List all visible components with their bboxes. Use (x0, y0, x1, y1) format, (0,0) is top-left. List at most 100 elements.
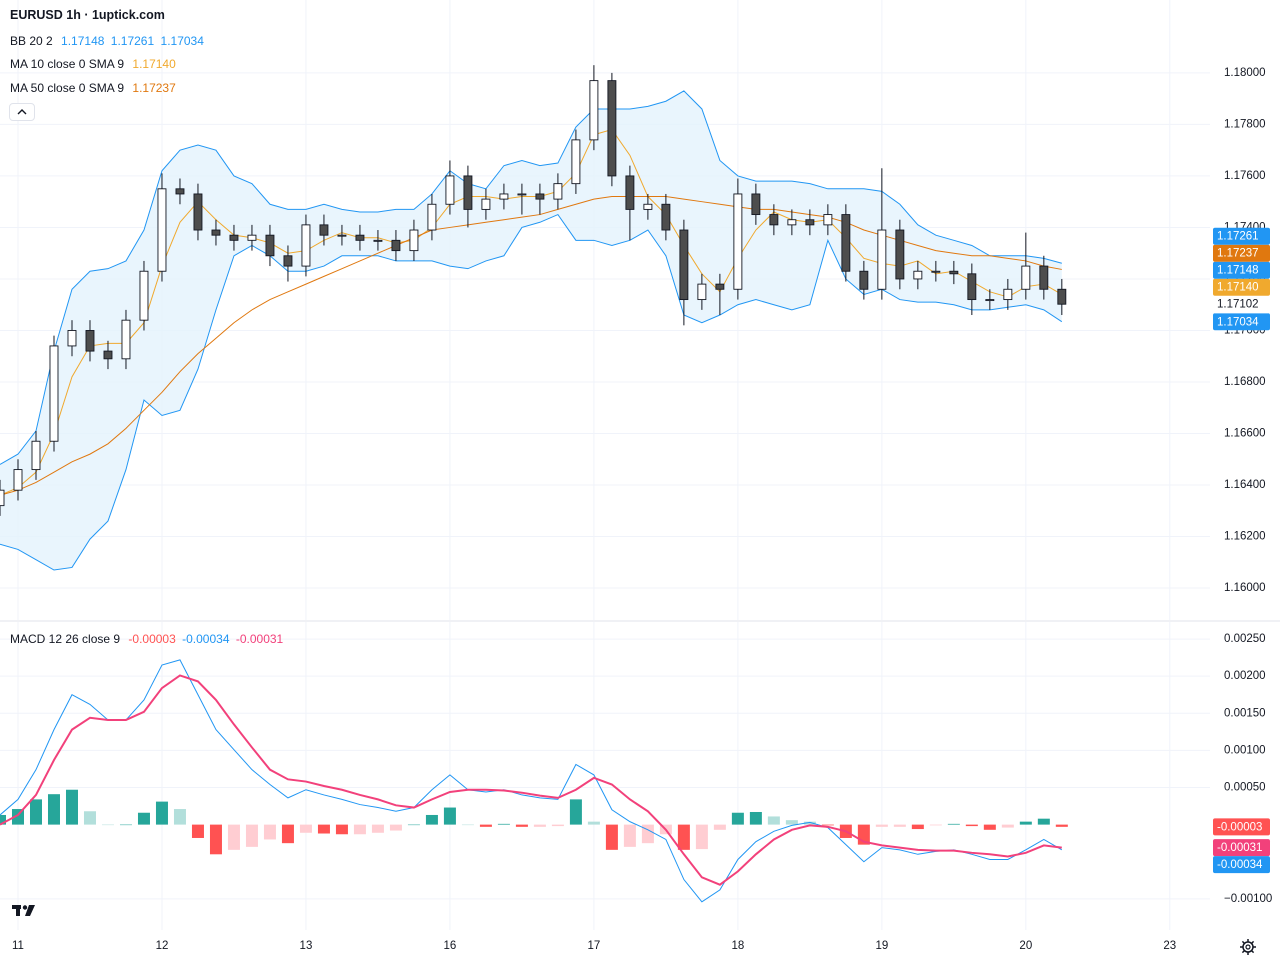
price-badge-label: 1.17148 (1217, 265, 1259, 277)
collapse-legend-button[interactable] (9, 103, 35, 121)
price-badge (1213, 261, 1270, 279)
histogram-bar (1055, 824, 1068, 827)
candle-body (895, 229, 905, 280)
histogram-bar (227, 824, 240, 850)
histogram-bar (425, 814, 438, 825)
candle-body (85, 330, 95, 352)
candle-body (535, 193, 545, 200)
histogram-bar (101, 824, 114, 826)
histogram-bar (0, 814, 6, 825)
y-tick-label: 1.16600 (1224, 428, 1266, 440)
price-badge (1213, 313, 1270, 331)
price-badge-label: 1.17140 (1217, 282, 1259, 294)
histogram-bar (767, 816, 780, 825)
histogram-bar (677, 824, 690, 850)
histogram-bar (155, 801, 168, 825)
price-badge (1213, 839, 1270, 857)
price-badge-label: -0.00034 (1217, 859, 1263, 871)
candle-body (733, 193, 743, 290)
candle-body (265, 234, 275, 257)
candle-body (13, 469, 23, 491)
candle-body (229, 234, 239, 241)
histogram-bar (389, 824, 402, 831)
candle-body (445, 175, 455, 205)
candle-body (103, 350, 113, 360)
y-tick-label: 0.00150 (1224, 707, 1266, 719)
x-tick-label: 18 (731, 940, 744, 952)
macd-layer (0, 659, 1068, 903)
histogram-bar (29, 799, 42, 825)
chart-title: EURUSD 1h · 1uptick.com (10, 8, 165, 22)
candle-body (337, 234, 347, 237)
ma-legend: MA 50 close 0 SMA 9 1.17237 (10, 80, 179, 96)
histogram-bar (173, 809, 186, 825)
histogram-bar (749, 811, 762, 825)
candle-body (193, 193, 203, 231)
candle-body (1021, 265, 1031, 290)
grid-layer (0, 0, 1210, 930)
bollinger-lower (0, 213, 1063, 571)
histogram-bar (407, 824, 420, 826)
candle-body (787, 219, 797, 226)
candle-body (49, 345, 59, 442)
y-tick-label: 1.16800 (1224, 376, 1266, 388)
candle-body (517, 193, 527, 196)
histogram-bar (695, 824, 708, 850)
macd-line (0, 659, 1063, 903)
candle-body (391, 239, 401, 252)
histogram-bar (641, 824, 654, 844)
candle-body (499, 193, 509, 200)
y-tick-label: 1.17600 (1224, 170, 1266, 182)
y-tick-label: 0.00200 (1224, 670, 1266, 682)
histogram-bar (947, 823, 960, 825)
candle-body (859, 270, 869, 290)
candle-body (139, 270, 149, 321)
ma-legend: MA 10 close 0 SMA 9 1.17140 (10, 56, 179, 72)
legend-value: 1.17140 (132, 57, 176, 71)
histogram-bar (965, 824, 978, 827)
histogram-bar (983, 824, 996, 830)
candle-body (661, 203, 671, 231)
price-badge-label: 1.17102 (1217, 299, 1259, 311)
y-tick-label: 0.00050 (1224, 782, 1266, 794)
candle-body (463, 175, 473, 210)
histogram-bar (497, 823, 510, 825)
legend-value: 1.17261 (110, 34, 155, 48)
histogram-bar (263, 824, 276, 840)
candle-body (67, 330, 77, 347)
candle-body (157, 188, 167, 272)
candle-body (409, 229, 419, 252)
histogram-bar (893, 824, 906, 827)
settings-icon[interactable] (1240, 939, 1256, 955)
histogram-bar (515, 824, 528, 827)
candle-body (949, 270, 959, 275)
candle-body (121, 319, 131, 360)
histogram-bar (569, 799, 582, 825)
histogram-bar (1001, 824, 1014, 828)
histogram-bar (911, 824, 924, 830)
x-tick-label: 13 (300, 940, 313, 952)
histogram-bar (1037, 818, 1050, 825)
histogram-bar (713, 824, 726, 830)
legend-label: MACD 12 26 close 9 (10, 632, 121, 646)
histogram-bar (443, 807, 456, 825)
candle-body (913, 270, 923, 280)
y-tick-label: 1.16400 (1224, 479, 1266, 491)
legend-value: -0.00034 (182, 632, 230, 646)
y-tick-label: −0.00100 (1224, 893, 1272, 905)
histogram-bar (119, 824, 132, 826)
candle-body (931, 270, 941, 273)
histogram-bar (479, 824, 492, 827)
legend-label: BB 20 2 (10, 34, 53, 48)
tv-logo[interactable] (12, 905, 35, 916)
candle-body (355, 234, 365, 241)
legend-label: MA 50 close 0 SMA 9 (10, 81, 125, 95)
price-badge (1213, 227, 1270, 245)
histogram-bar (875, 824, 888, 827)
candle-body (985, 299, 995, 302)
candle-body (1003, 288, 1013, 301)
bollinger-upper (0, 90, 1062, 465)
candle-body (679, 229, 689, 301)
histogram-bar (461, 824, 474, 826)
